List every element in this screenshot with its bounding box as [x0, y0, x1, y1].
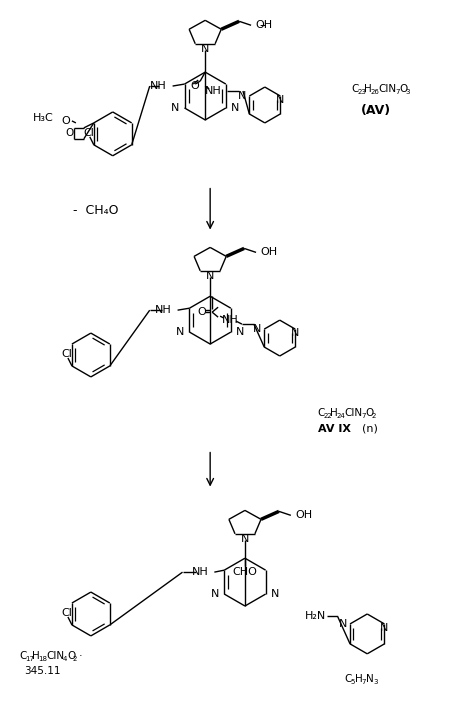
Text: 22: 22: [323, 413, 332, 419]
Text: N: N: [241, 534, 249, 544]
Text: 7: 7: [361, 679, 366, 685]
Text: O: O: [67, 651, 75, 661]
Text: C: C: [351, 84, 359, 94]
Text: Cl: Cl: [62, 349, 73, 359]
Text: 7: 7: [395, 89, 400, 95]
Text: 26: 26: [370, 89, 379, 95]
Text: N: N: [236, 327, 244, 337]
Text: NH: NH: [155, 305, 172, 316]
Text: -  CH₄O: - CH₄O: [73, 204, 118, 217]
Text: N: N: [171, 103, 180, 113]
Text: Cl: Cl: [62, 608, 73, 618]
Text: C: C: [318, 408, 325, 418]
Text: O: O: [399, 84, 407, 94]
Text: 23: 23: [357, 89, 366, 95]
Text: NH: NH: [222, 315, 238, 325]
Text: O: O: [66, 128, 74, 138]
Text: N: N: [176, 327, 184, 337]
Text: NH: NH: [205, 86, 221, 96]
Text: AV IX: AV IX: [318, 424, 351, 434]
Text: N: N: [380, 623, 389, 633]
Text: OH: OH: [295, 510, 312, 520]
Text: H: H: [32, 651, 40, 661]
Text: CHO: CHO: [233, 567, 257, 577]
Text: N: N: [253, 324, 261, 334]
Text: 5: 5: [350, 679, 355, 685]
Text: 3: 3: [373, 679, 378, 685]
Text: H: H: [364, 84, 372, 94]
Text: O: O: [191, 81, 200, 91]
Text: O: O: [198, 307, 207, 317]
Text: H: H: [330, 408, 338, 418]
Text: N: N: [211, 589, 219, 599]
Text: N: N: [338, 619, 347, 629]
Text: Cl: Cl: [83, 128, 94, 138]
Text: N: N: [291, 328, 300, 338]
Text: N: N: [206, 271, 214, 281]
Text: ClN: ClN: [378, 84, 396, 94]
Text: N: N: [201, 44, 210, 54]
Text: 17: 17: [25, 656, 34, 661]
Text: 7: 7: [361, 413, 366, 419]
Text: OH: OH: [260, 247, 278, 257]
Text: (AV): (AV): [361, 104, 391, 118]
Text: H: H: [356, 674, 363, 683]
Text: ·: ·: [79, 651, 82, 661]
Text: NH: NH: [150, 81, 167, 91]
Text: 345.11: 345.11: [24, 666, 61, 676]
Text: 3: 3: [405, 89, 410, 95]
Text: –: –: [260, 19, 266, 32]
Text: N: N: [238, 91, 246, 101]
Text: N: N: [276, 95, 284, 105]
Text: ClN: ClN: [46, 651, 64, 661]
Text: 4: 4: [63, 656, 67, 661]
Text: O: O: [62, 116, 70, 126]
Text: N: N: [366, 674, 374, 683]
Text: NH: NH: [191, 567, 209, 577]
Text: C: C: [345, 674, 352, 683]
Text: C: C: [19, 651, 27, 661]
Text: 24: 24: [337, 413, 345, 419]
Text: N: N: [231, 103, 239, 113]
Text: O: O: [365, 408, 374, 418]
Text: 2: 2: [73, 656, 77, 661]
Text: N: N: [271, 589, 279, 599]
Text: (n): (n): [356, 424, 378, 434]
Text: H₂N: H₂N: [305, 611, 326, 621]
Text: 18: 18: [38, 656, 47, 661]
Text: OH: OH: [255, 21, 273, 30]
Text: H₃C: H₃C: [33, 113, 54, 123]
Text: ClN: ClN: [345, 408, 363, 418]
Text: 2: 2: [371, 413, 375, 419]
